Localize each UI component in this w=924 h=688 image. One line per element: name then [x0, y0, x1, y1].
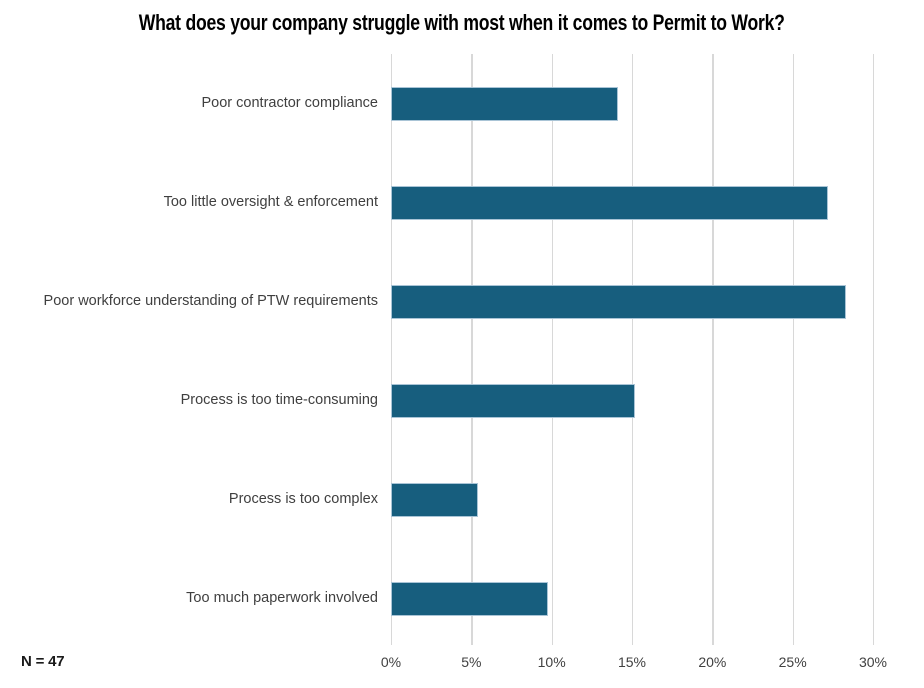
gridline — [471, 54, 473, 645]
gridlines-layer — [391, 54, 875, 645]
bar-track — [391, 581, 924, 616]
category-label: Too little oversight & enforcement — [163, 194, 378, 211]
bar-track — [391, 383, 924, 418]
bar-row: Too little oversight & enforcement — [0, 153, 924, 252]
bar — [391, 581, 549, 616]
bar-track — [391, 185, 924, 220]
sample-size-note: N = 47 — [21, 653, 65, 670]
gridline — [792, 54, 795, 645]
bar — [391, 185, 828, 220]
bar-row: Poor workforce understanding of PTW requ… — [0, 252, 924, 351]
bar-track — [391, 482, 924, 517]
bar-row: Too much paperwork involved — [0, 549, 924, 648]
category-label: Process is too complex — [228, 491, 378, 508]
gridline — [712, 54, 714, 645]
category-label: Poor contractor compliance — [201, 95, 379, 112]
x-axis-tick-label: 10% — [537, 654, 566, 670]
bar — [391, 284, 846, 319]
chart-title: What does your company struggle with mos… — [139, 10, 785, 35]
bar-row: Poor contractor compliance — [0, 54, 924, 153]
bar — [391, 86, 618, 121]
x-axis-tick-label: 20% — [698, 654, 727, 670]
gridline — [551, 54, 554, 645]
bar — [391, 383, 636, 418]
bar-row: Process is too time-consuming — [0, 351, 924, 450]
bar-track — [391, 284, 924, 319]
x-axis-tick-label: 5% — [461, 654, 482, 670]
bar-track — [391, 86, 924, 121]
x-axis: 0% 5% 10% 15% 20% 25% 30% — [381, 654, 887, 674]
bar-row: Process is too complex — [0, 450, 924, 549]
bar-chart-plot-area: Poor contractor compliance Too little ove… — [0, 54, 924, 648]
x-axis-tick-label: 30% — [858, 654, 888, 670]
category-label: Process is too time-consuming — [180, 392, 378, 409]
gridline — [873, 54, 875, 645]
gridline — [391, 54, 393, 645]
bar — [391, 482, 478, 517]
chart-title-wrap: What does your company struggle with mos… — [0, 10, 924, 36]
category-label: Too much paperwork involved — [186, 590, 378, 607]
gridline — [632, 54, 634, 645]
x-axis-tick-label: 15% — [617, 654, 647, 670]
category-label: Poor workforce understanding of PTW requ… — [43, 293, 378, 310]
x-axis-tick-label: 25% — [778, 654, 807, 670]
x-axis-tick-label: 0% — [380, 654, 402, 670]
